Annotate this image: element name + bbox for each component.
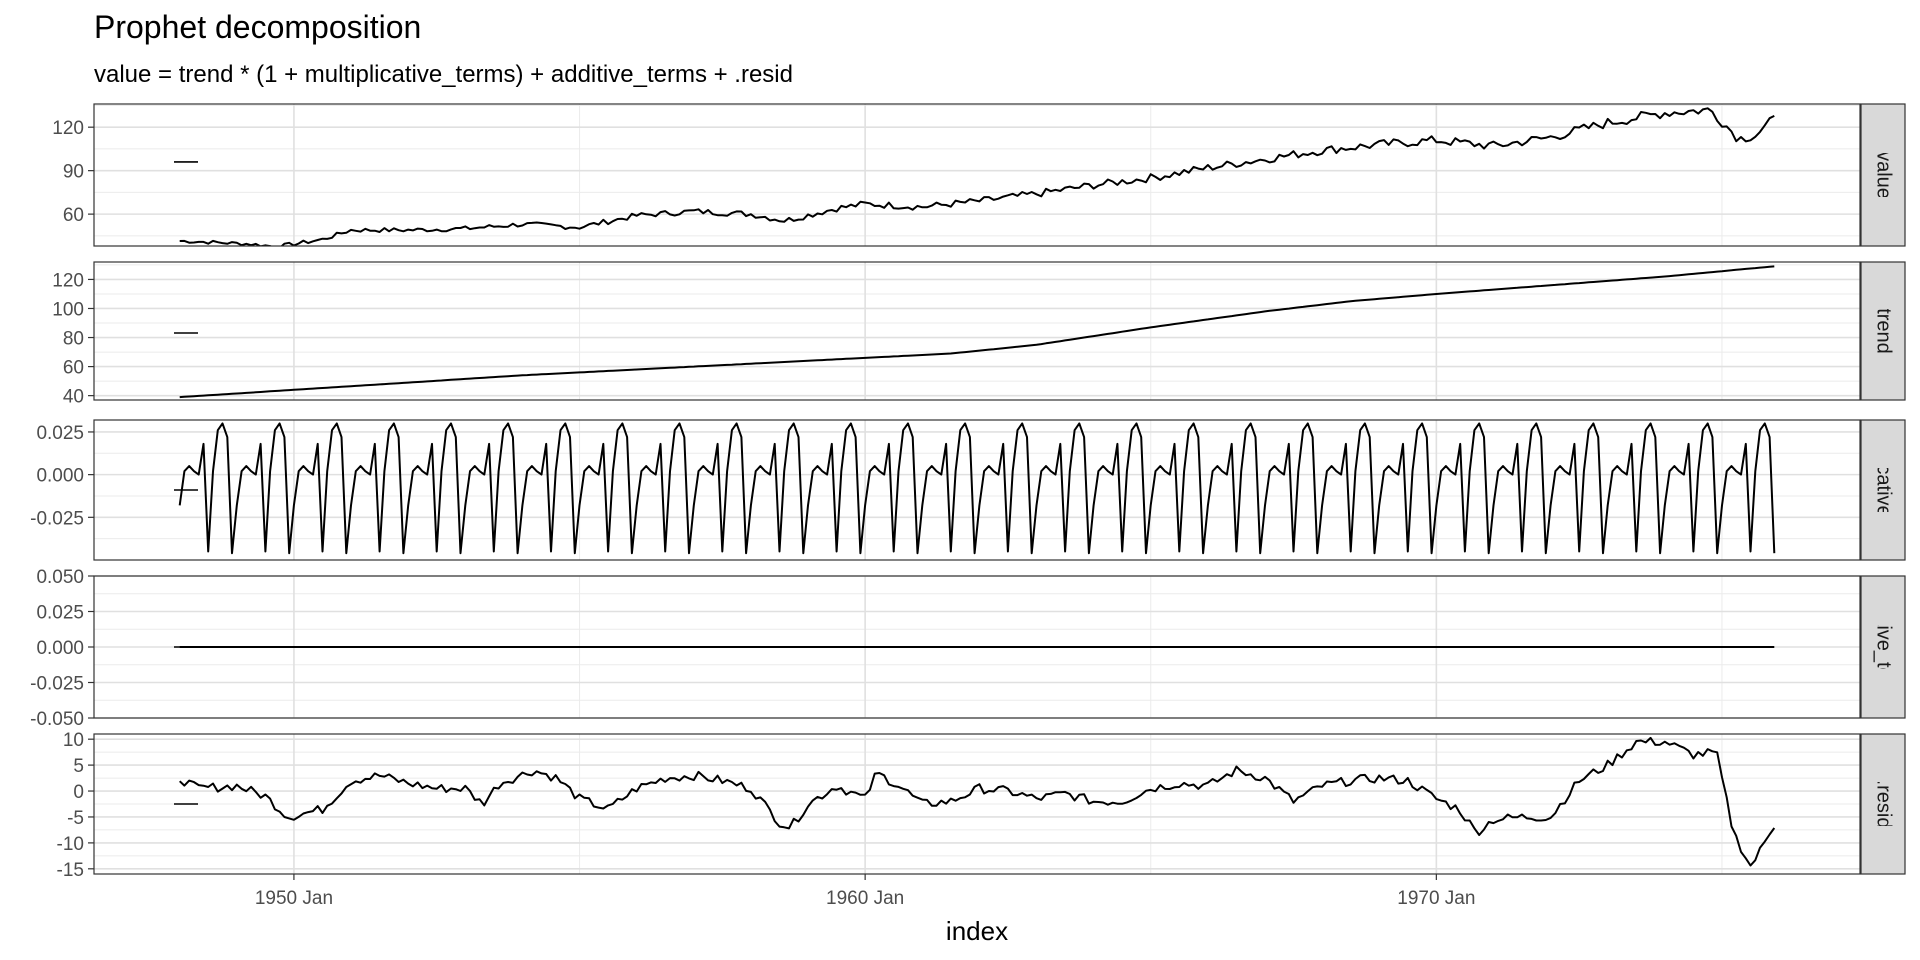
- facet-strip-label: multiplicative_terms: [1873, 402, 1895, 578]
- chart-title: Prophet decomposition: [94, 9, 421, 45]
- facet-resid: -15 -10 -5 0 5 10 .resid: [57, 730, 1906, 881]
- panel-border: [93, 419, 1861, 561]
- tick-label-y: 0.000: [36, 638, 84, 659]
- facet-multiplicative_terms: -0.025 0.000 0.025 multiplicative_terms: [30, 402, 1906, 578]
- tick-label-y: -5: [67, 808, 84, 829]
- tick-label-y: -10: [57, 834, 84, 855]
- tick-label-y: 120: [52, 270, 84, 291]
- tick-label-x: 1960 Jan: [826, 888, 904, 909]
- facet-strip: [1860, 419, 1906, 561]
- x-axis: 1950 Jan 1960 Jan 1970 Jan: [255, 874, 1475, 909]
- facet-strip-label: trend: [1873, 308, 1895, 354]
- tick-label-x: 1950 Jan: [255, 888, 333, 909]
- facet-strip-label: additive_terms: [1873, 582, 1895, 712]
- facet-strip: [1860, 575, 1906, 719]
- tick-label-y: 0.050: [36, 567, 84, 588]
- tick-label-y: 60: [63, 205, 84, 226]
- tick-label-y: 40: [63, 387, 84, 408]
- tick-label-y: 5: [73, 756, 84, 777]
- facet-strip: [1860, 261, 1906, 401]
- tick-label-y: 10: [63, 730, 84, 751]
- panel-background: [94, 104, 1860, 246]
- tick-label-y: -0.025: [30, 674, 84, 695]
- facet-strip-label: .resid: [1873, 780, 1895, 829]
- series-line-trend: [179, 265, 1775, 399]
- tick-label-y: 90: [63, 162, 84, 183]
- series-line-resid: [179, 736, 1776, 867]
- x-axis-title: index: [946, 916, 1008, 946]
- tick-label-x: 1970 Jan: [1397, 888, 1475, 909]
- tick-label-y: 0.025: [36, 603, 84, 624]
- facet-strip: [1860, 733, 1906, 875]
- chart-subtitle: value = trend * (1 + multiplicative_term…: [94, 61, 793, 88]
- panel-border: [93, 261, 1861, 401]
- series-line-multiplicative_terms: [178, 422, 1776, 555]
- series-line-value: [179, 107, 1775, 246]
- facet-strip-label: value: [1873, 151, 1895, 199]
- tick-label-y: -0.050: [30, 709, 84, 730]
- tick-label-y: 0.000: [36, 466, 84, 487]
- tick-label-y: 80: [63, 329, 84, 350]
- panel-border: [93, 733, 1861, 875]
- tick-label-y: 0: [73, 782, 84, 803]
- panel-border: [93, 575, 1861, 719]
- facet-value: 60 90 120 value: [52, 103, 1906, 247]
- panel-border: [93, 103, 1861, 247]
- tick-label-y: 100: [52, 299, 84, 320]
- tick-label-y: -0.025: [30, 508, 84, 529]
- facet-additive_terms: -0.050 -0.025 0.000 0.025 0.050 additive_term…: [30, 567, 1906, 730]
- tick-label-y: 0.025: [36, 423, 84, 444]
- facet-trend: 40 60 80 100 120 trend: [52, 261, 1906, 408]
- facet-strip: [1860, 103, 1906, 247]
- tick-label-y: 120: [52, 118, 84, 139]
- facet-panels: 6090120value406080100120trend-0.0250.000…: [30, 103, 1906, 881]
- tick-label-y: 60: [63, 358, 84, 379]
- tick-label-y: -15: [57, 860, 84, 881]
